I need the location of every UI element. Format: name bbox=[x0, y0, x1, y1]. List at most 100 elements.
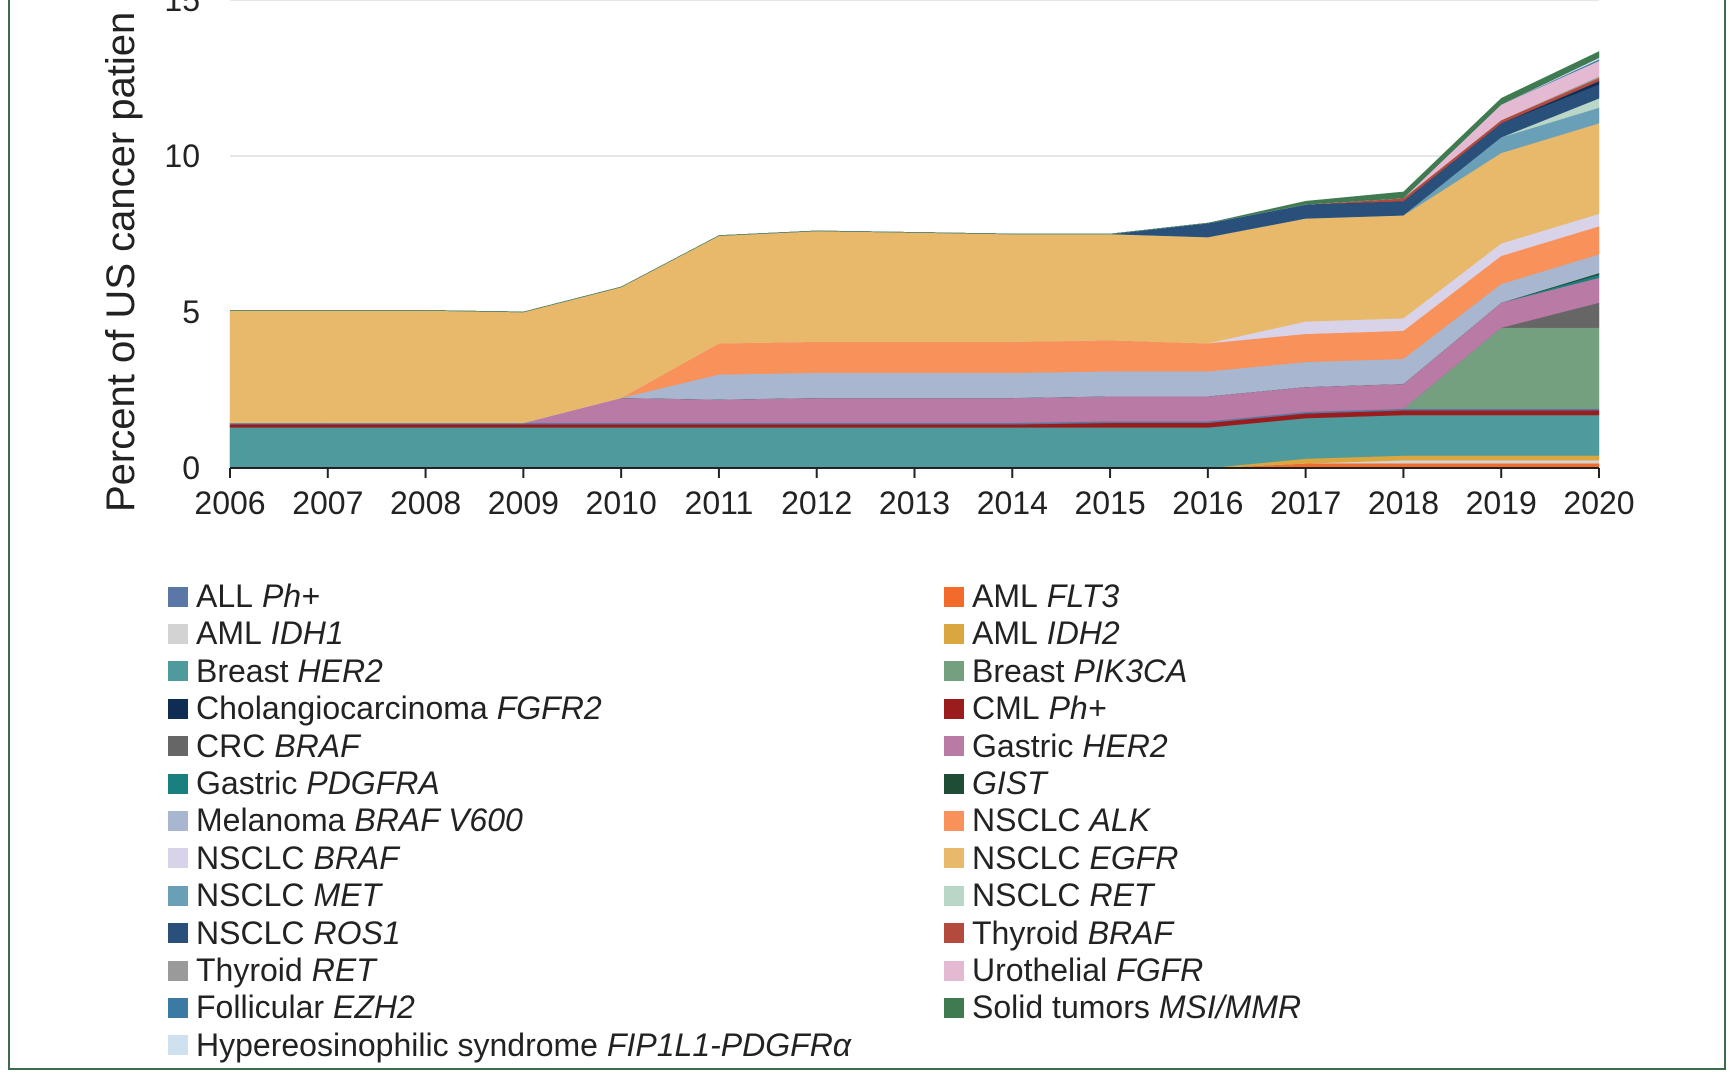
legend: ALL Ph+ AML FLT3 AML IDH1 AML IDH2 Breast HER2 Bre… bbox=[168, 578, 1568, 1064]
legend-swatch bbox=[168, 773, 188, 794]
legend-item: AML IDH1 bbox=[168, 615, 944, 652]
legend-label: Solid tumors bbox=[972, 989, 1150, 1026]
legend-label: NSCLC bbox=[196, 839, 305, 876]
legend-gene: IDH1 bbox=[270, 615, 344, 652]
y-tick-label: 10 bbox=[164, 138, 200, 174]
legend-gene: RET bbox=[311, 951, 376, 988]
legend-label: Cholangiocarcinoma bbox=[196, 690, 488, 727]
legend-item: CML Ph+ bbox=[944, 690, 1564, 727]
area-series-solid-tumors-msi-mmr bbox=[230, 51, 1600, 313]
legend-label: Gastric bbox=[196, 764, 298, 801]
legend-label: Melanoma bbox=[196, 802, 346, 839]
x-tick-label: 2020 bbox=[1563, 485, 1634, 521]
x-tick-label: 2016 bbox=[1172, 485, 1243, 521]
axes: 2006 2007 2008 2009 2010 2011 2012 2013 2014 2015… bbox=[164, 0, 1634, 521]
legend-gene: PDGFRA bbox=[306, 764, 440, 801]
legend-gene: BRAF bbox=[313, 839, 399, 876]
x-tick-label: 2018 bbox=[1368, 485, 1439, 521]
y-tick-label: 0 bbox=[182, 450, 200, 486]
legend-item: Breast PIK3CA bbox=[944, 653, 1564, 690]
legend-swatch bbox=[944, 960, 964, 981]
legend-item: Thyroid RET bbox=[168, 952, 944, 989]
legend-item: Melanoma BRAF V600 bbox=[168, 802, 944, 839]
legend-label: ALL bbox=[196, 578, 253, 614]
legend-item: Cholangiocarcinoma FGFR2 bbox=[168, 690, 944, 727]
legend-swatch bbox=[168, 736, 188, 757]
legend-item: Solid tumors MSI/MMR bbox=[944, 989, 1564, 1026]
legend-gene: ALK bbox=[1089, 802, 1150, 839]
legend-item: Follicular EZH2 bbox=[168, 989, 944, 1026]
y-axis-label: Percent of US cancer patien bbox=[99, 12, 143, 512]
legend-swatch bbox=[168, 586, 188, 607]
x-tick-label: 2019 bbox=[1466, 485, 1537, 521]
y-tick-label: 15 bbox=[164, 0, 200, 18]
legend-item: NSCLC ALK bbox=[944, 802, 1564, 839]
legend-gene: MET bbox=[313, 877, 382, 914]
legend-item: Hypereosinophilic syndrome FIP1L1-PDGFRα bbox=[168, 1027, 944, 1064]
legend-gene: BRAF V600 bbox=[354, 802, 523, 839]
legend-swatch bbox=[944, 848, 964, 869]
legend-label: Urothelial bbox=[972, 951, 1108, 988]
legend-swatch bbox=[944, 661, 964, 682]
x-tick-label: 2017 bbox=[1270, 485, 1341, 521]
legend-swatch bbox=[944, 773, 964, 794]
legend-label: Breast bbox=[196, 652, 289, 689]
legend-swatch bbox=[944, 586, 964, 607]
legend-gene: HER2 bbox=[297, 652, 383, 689]
legend-label: NSCLC bbox=[196, 877, 305, 914]
legend-swatch bbox=[168, 661, 188, 682]
legend-swatch bbox=[168, 997, 188, 1018]
legend-gene: BRAF bbox=[1087, 914, 1174, 951]
legend-swatch bbox=[944, 624, 964, 645]
legend-gene: Ph+ bbox=[1048, 690, 1107, 727]
legend-swatch bbox=[168, 885, 188, 906]
x-tick-label: 2007 bbox=[292, 485, 363, 521]
x-tick-label: 2012 bbox=[781, 485, 852, 521]
legend-label: Breast bbox=[972, 652, 1065, 689]
x-tick-label: 2009 bbox=[488, 485, 559, 521]
x-tick-label: 2006 bbox=[194, 485, 265, 521]
legend-swatch bbox=[944, 736, 964, 757]
x-tick-label: 2011 bbox=[685, 485, 754, 521]
legend-gene: EGFR bbox=[1089, 839, 1179, 876]
legend-item: Urothelial FGFR bbox=[944, 952, 1564, 989]
legend-gene: ROS1 bbox=[313, 914, 401, 951]
legend-gene: FGFR bbox=[1116, 951, 1204, 988]
legend-swatch bbox=[168, 1035, 188, 1056]
legend-swatch bbox=[944, 698, 964, 719]
legend-label: CML bbox=[972, 690, 1040, 727]
legend-gene: PIK3CA bbox=[1073, 652, 1188, 689]
legend-gene: GIST bbox=[972, 764, 1047, 801]
legend-label: NSCLC bbox=[196, 914, 305, 951]
legend-item: Breast HER2 bbox=[168, 653, 944, 690]
legend-item: CRC BRAF bbox=[168, 728, 944, 765]
legend-item: NSCLC BRAF bbox=[168, 840, 944, 877]
legend-label: NSCLC bbox=[972, 802, 1081, 839]
area-series bbox=[229, 51, 1600, 469]
figure-frame bbox=[8, 0, 1726, 1070]
legend-swatch bbox=[944, 811, 964, 832]
legend-item: Thyroid BRAF bbox=[944, 915, 1564, 952]
legend-label: Hypereosinophilic syndrome bbox=[196, 1026, 598, 1063]
legend-item: AML IDH2 bbox=[944, 615, 1564, 652]
legend-gene: EZH2 bbox=[333, 989, 415, 1026]
legend-item: NSCLC RET bbox=[944, 877, 1564, 914]
legend-label: NSCLC bbox=[972, 839, 1081, 876]
legend-gene: FLT3 bbox=[1046, 578, 1120, 614]
legend-gene: FGFR2 bbox=[496, 690, 602, 727]
y-tick-label: 5 bbox=[182, 294, 200, 330]
legend-swatch bbox=[168, 923, 188, 944]
x-tick-label: 2010 bbox=[586, 485, 657, 521]
legend-swatch bbox=[168, 811, 188, 832]
x-tick-label: 2008 bbox=[390, 485, 461, 521]
legend-gene: HER2 bbox=[1082, 727, 1168, 764]
legend-item: NSCLC MET bbox=[168, 877, 944, 914]
legend-gene: IDH2 bbox=[1046, 615, 1120, 652]
legend-item: Gastric PDGFRA bbox=[168, 765, 944, 802]
legend-label: NSCLC bbox=[972, 877, 1081, 914]
legend-gene: MSI/MMR bbox=[1158, 989, 1302, 1026]
legend-label: Thyroid bbox=[196, 951, 303, 988]
legend-label: Follicular bbox=[196, 989, 325, 1026]
legend-swatch bbox=[168, 624, 188, 645]
legend-label: AML bbox=[196, 615, 262, 652]
